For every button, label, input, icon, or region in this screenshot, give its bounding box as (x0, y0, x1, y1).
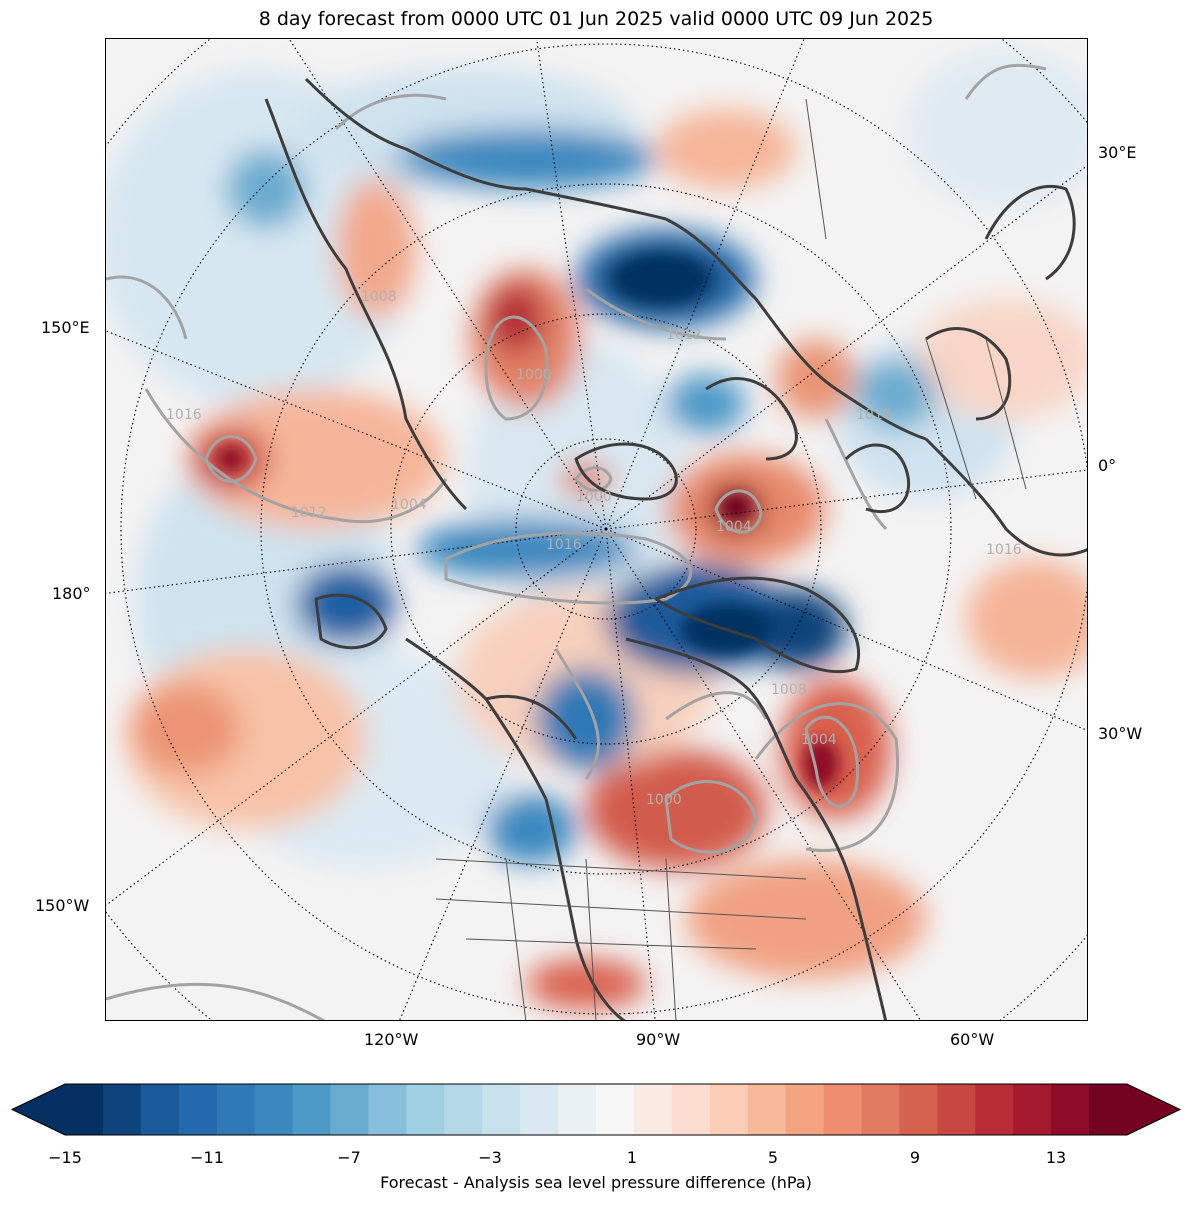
contour-label: 1004 (716, 519, 752, 535)
colorbar-segment (102, 1084, 142, 1135)
colorbar-high-extend (1127, 1084, 1180, 1135)
plot-title: 8 day forecast from 0000 UTC 01 Jun 2025… (258, 8, 934, 30)
colorbar-segment (861, 1084, 900, 1135)
colorbar-segment (444, 1084, 483, 1135)
colorbar-tick: −7 (337, 1148, 361, 1167)
contour-labels: 1016 1016 1012 1012 1008 1008 1004 1004 … (166, 289, 1022, 808)
colorbar-segment (899, 1084, 938, 1135)
colorbar-segment (140, 1084, 180, 1135)
contour-label: 1008 (771, 682, 807, 698)
contour-label: 1016 (856, 407, 892, 423)
map-panel[interactable]: 1016 1016 1012 1012 1008 1008 1004 1004 … (105, 38, 1088, 1021)
colorbar-tick: 13 (1045, 1148, 1067, 1167)
colorbar-segment (368, 1084, 407, 1135)
contour-label: 1004 (391, 497, 427, 513)
colorbar-segment (937, 1084, 976, 1135)
lon-label: 90°W (636, 1030, 681, 1049)
colorbar-segment (633, 1084, 673, 1135)
colorbar-tick: −11 (190, 1148, 224, 1167)
lon-label: 30°W (1098, 724, 1143, 743)
contour-label: 1016 (546, 537, 582, 553)
lon-label: 30°E (1098, 143, 1137, 162)
lon-label: 180° (52, 584, 91, 603)
colorbar-tick: 1 (626, 1148, 638, 1167)
colorbar-segment (406, 1084, 445, 1135)
lon-label: 150°W (35, 896, 90, 915)
colorbar-segment (671, 1084, 711, 1135)
colorbar-segment (558, 1084, 597, 1135)
colorbar-segment (1013, 1084, 1052, 1135)
colorbar-segment (254, 1084, 294, 1135)
sea-level-pressure-contours (106, 63, 1047, 1020)
contour-label: 1000 (516, 367, 552, 383)
colorbar-segment (216, 1084, 256, 1135)
coastlines (264, 77, 1087, 1020)
colorbar-segment (1089, 1084, 1128, 1135)
contour-label: 1000 (576, 489, 612, 505)
contour-label: 1000 (646, 792, 682, 808)
lon-label: 60°W (950, 1030, 995, 1049)
contour-label: 1012 (291, 505, 327, 521)
contour-label: 1008 (361, 289, 397, 305)
colorbar-segment (709, 1084, 749, 1135)
colorbar-outline (10, 1083, 1182, 1136)
colorbar-segment (785, 1084, 825, 1135)
colorbar-tick: −3 (478, 1148, 502, 1167)
colorbar-low-extend (12, 1084, 65, 1135)
lon-label: 0° (1098, 456, 1117, 475)
colorbar-segment (520, 1084, 559, 1135)
colorbar-segment (823, 1084, 862, 1135)
map-svg: 1016 1016 1012 1012 1008 1008 1004 1004 … (106, 39, 1087, 1020)
colorbar-tick: 5 (767, 1148, 779, 1167)
colorbar-tick: 9 (909, 1148, 921, 1167)
colorbar-label: Forecast - Analysis sea level pressure d… (380, 1173, 812, 1192)
colorbar-segment (975, 1084, 1014, 1135)
colorbar-tick: −15 (48, 1148, 82, 1167)
colorbar-segment (292, 1084, 331, 1135)
pressure-difference-field (106, 49, 1087, 1009)
lon-label: 120°W (364, 1030, 419, 1049)
contour-label: 1016 (986, 542, 1022, 558)
colorbar-segment (1051, 1084, 1090, 1135)
contour-label: 1016 (166, 407, 202, 423)
colorbar-segment (178, 1084, 218, 1135)
colorbar-segment (65, 1084, 104, 1135)
colorbar (10, 1083, 1182, 1136)
contour-label: 1012 (666, 327, 702, 343)
colorbar-segment (596, 1084, 635, 1135)
colorbar-segment (747, 1084, 787, 1135)
contour-label: 1004 (801, 732, 837, 748)
colorbar-segment (482, 1084, 521, 1135)
colorbar-segment (330, 1084, 369, 1135)
political-borders (435, 98, 1027, 1020)
lon-label: 150°E (41, 318, 90, 337)
colorbar-segments (65, 1084, 1128, 1135)
